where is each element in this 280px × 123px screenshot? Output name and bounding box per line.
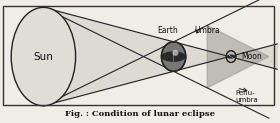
Wedge shape <box>162 51 186 62</box>
Ellipse shape <box>172 50 178 56</box>
Ellipse shape <box>226 51 236 62</box>
Text: Fig. : Condition of lunar eclipse: Fig. : Condition of lunar eclipse <box>65 110 215 118</box>
Text: Earth: Earth <box>157 26 178 35</box>
Ellipse shape <box>162 42 186 71</box>
Polygon shape <box>207 25 269 88</box>
Ellipse shape <box>11 7 76 106</box>
Polygon shape <box>43 7 277 106</box>
Wedge shape <box>226 54 236 59</box>
Bar <box>3 6 274 105</box>
Text: Umbra: Umbra <box>194 26 220 35</box>
Text: Moon: Moon <box>241 52 262 61</box>
Text: Penu-
umbra: Penu- umbra <box>235 90 258 103</box>
Text: Sun: Sun <box>34 52 53 62</box>
